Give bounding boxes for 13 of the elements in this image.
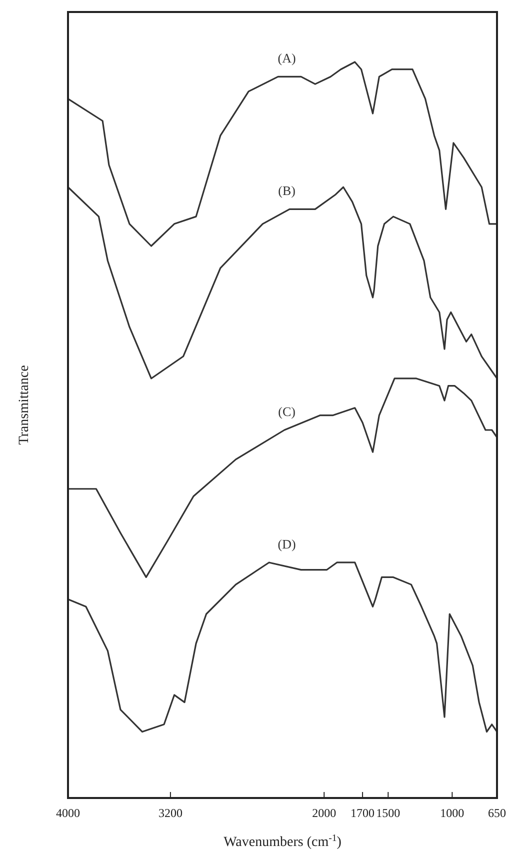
x-tick-label: 3200: [158, 806, 182, 820]
x-axis-title: Wavenumbers (cm$^{-1}$): [224, 832, 342, 850]
series-label: (A): [278, 50, 296, 66]
series-label: (B): [278, 183, 296, 198]
x-tick-label: 1000: [440, 806, 464, 820]
x-tick-label: 650: [488, 806, 506, 820]
series-label: (D): [278, 536, 296, 552]
x-tick-label: 2000: [312, 806, 336, 820]
x-tick-label: 1500: [376, 806, 400, 820]
series-label: (C): [278, 404, 296, 419]
x-tick-label: 4000: [56, 806, 80, 820]
y-axis-title: Transmittance: [17, 365, 32, 445]
x-tick-label: 1700: [350, 806, 375, 820]
